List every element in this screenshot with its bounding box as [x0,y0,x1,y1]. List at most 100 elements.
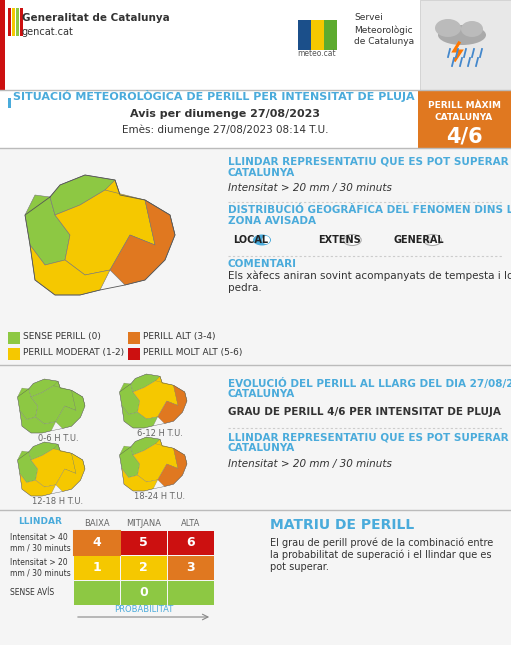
Text: 6-12 H T.U.: 6-12 H T.U. [137,430,183,438]
Text: CATALUNYA: CATALUNYA [228,443,295,453]
Bar [74,580,120,604]
Polygon shape [131,374,162,392]
Bar [16,8,19,36]
Ellipse shape [461,21,483,37]
Text: SENSE PERILL (0): SENSE PERILL (0) [23,333,101,341]
Circle shape [262,236,270,244]
Text: CATALUNYA: CATALUNYA [228,389,295,399]
Bar [74,555,120,579]
Text: Emès: diumenge 27/08/2023 08:14 T.U.: Emès: diumenge 27/08/2023 08:14 T.U. [122,124,328,135]
Text: CATALUNYA: CATALUNYA [228,168,295,178]
Text: SITUACIÓ METEOROLÒGICA DE PERILL PER INTENSITAT DE PLUJA: SITUACIÓ METEOROLÒGICA DE PERILL PER INT… [13,90,414,102]
Polygon shape [133,444,178,482]
Text: 4: 4 [92,536,101,549]
Bar [298,20,311,50]
Bar [20,8,23,36]
Bar [121,530,167,555]
Polygon shape [31,386,76,424]
Polygon shape [155,439,187,468]
Text: PROBABILITAT: PROBABILITAT [114,606,173,615]
Text: LOCAL: LOCAL [233,235,268,245]
Text: MATRIU DE PERILL: MATRIU DE PERILL [270,518,414,532]
Text: Meteorològic: Meteorològic [354,25,412,35]
Bar [0,148,511,365]
Text: 2: 2 [139,561,148,574]
Polygon shape [133,381,178,419]
Polygon shape [131,437,162,455]
Text: 0-6 H T.U.: 0-6 H T.U. [38,434,78,443]
Text: Generalitat de Catalunya: Generalitat de Catalunya [22,13,170,23]
Text: 1: 1 [92,561,101,574]
Text: 4/6: 4/6 [446,126,482,146]
Ellipse shape [435,19,461,37]
Bar [128,332,140,344]
Polygon shape [29,442,60,460]
Text: 18-24 H T.U.: 18-24 H T.U. [134,492,185,501]
Text: ALTA: ALTA [181,519,200,528]
Text: PERILL MÀXIM: PERILL MÀXIM [428,101,500,110]
Text: 0: 0 [139,586,148,599]
Polygon shape [25,195,70,265]
Text: Avis per diumenge 27/08/2023: Avis per diumenge 27/08/2023 [130,109,320,119]
Polygon shape [54,381,85,410]
Bar [168,530,214,555]
Bar [121,555,167,579]
Polygon shape [20,410,56,433]
Circle shape [425,236,432,244]
Text: PERILL MODERAT (1-2): PERILL MODERAT (1-2) [23,348,124,357]
Text: de Catalunya: de Catalunya [354,37,414,46]
Text: 6: 6 [186,536,195,549]
Text: EXTENS: EXTENS [318,235,361,245]
Text: pot superar.: pot superar. [270,562,329,572]
Text: DISTRIBUCIÓ GEOGRÀFICA DEL FENOMEN DINS LA: DISTRIBUCIÓ GEOGRÀFICA DEL FENOMEN DINS … [228,205,511,215]
Text: BAIXA: BAIXA [84,519,109,528]
Text: GENERAL: GENERAL [393,235,444,245]
Polygon shape [31,449,76,487]
Polygon shape [20,473,56,496]
Text: MITJANA: MITJANA [126,519,161,528]
Text: Intensitat > 20
mm / 30 minuts: Intensitat > 20 mm / 30 minuts [10,558,71,577]
Polygon shape [105,180,175,245]
Bar [0,510,511,645]
Bar [121,580,167,604]
Bar [0,0,5,90]
Text: la probabilitat de superació i el llindar que es: la probabilitat de superació i el llinda… [270,550,492,561]
Text: EVOLUCIÓ DEL PERILL AL LLARG DEL DIA 27/08/2023: EVOLUCIÓ DEL PERILL AL LLARG DEL DIA 27/… [228,377,511,388]
Bar [0,0,511,90]
Bar [168,555,214,579]
Polygon shape [158,385,187,424]
Text: CATALUNYA: CATALUNYA [435,114,493,123]
Polygon shape [110,200,175,285]
Bar [420,0,511,90]
Text: PERILL ALT (3-4): PERILL ALT (3-4) [143,333,216,341]
Polygon shape [29,379,60,397]
Polygon shape [17,388,38,419]
Polygon shape [56,453,85,491]
Text: Servei: Servei [354,14,383,23]
Text: Intensitat > 40
mm / 30 minuts: Intensitat > 40 mm / 30 minuts [10,533,71,552]
Text: PERILL MOLT ALT (5-6): PERILL MOLT ALT (5-6) [143,348,242,357]
Polygon shape [120,383,140,415]
Polygon shape [50,175,120,215]
Text: LLINDAR: LLINDAR [18,517,62,526]
Bar [74,530,120,555]
Polygon shape [30,245,110,295]
Text: pedra.: pedra. [228,283,262,293]
Text: gencat.cat: gencat.cat [22,27,74,37]
Text: Intensitat > 20 mm / 30 minuts: Intensitat > 20 mm / 30 minuts [228,459,392,469]
Text: Intensitat > 20 mm / 30 minuts: Intensitat > 20 mm / 30 minuts [228,183,392,193]
Bar [418,90,511,148]
Circle shape [344,236,352,244]
Text: ZONA AVISADA: ZONA AVISADA [228,216,316,226]
Text: 12-18 H T.U.: 12-18 H T.U. [32,497,84,506]
Ellipse shape [343,235,361,246]
Ellipse shape [424,235,442,246]
Bar [311,20,324,50]
Bar [8,98,11,108]
Polygon shape [155,376,187,406]
Polygon shape [158,448,187,486]
Bar [8,348,20,360]
Polygon shape [55,190,155,275]
Bar [8,8,11,36]
Ellipse shape [438,25,486,45]
